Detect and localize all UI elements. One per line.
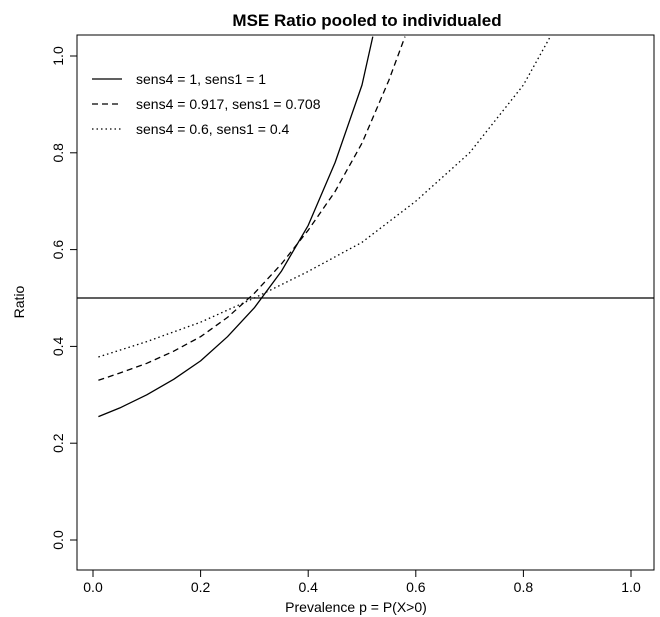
legend-label: sens4 = 0.917, sens1 = 0.708 [136, 96, 321, 112]
x-tick-label: 0.6 [406, 579, 426, 595]
series-line-dashed [98, 36, 406, 381]
x-axis: 0.0 0.2 0.4 0.6 0.8 1.0 [83, 570, 641, 595]
series-line-dotted [98, 36, 551, 358]
legend-label: sens4 = 0.6, sens1 = 0.4 [136, 121, 290, 137]
y-tick-label: 0.4 [50, 336, 66, 356]
x-tick-label: 0.4 [298, 579, 318, 595]
x-axis-label: Prevalence p = P(X>0) [285, 599, 427, 615]
x-tick-label: 1.0 [621, 579, 641, 595]
series-line-solid [98, 36, 374, 418]
x-tick-label: 0.2 [191, 579, 211, 595]
x-tick-label: 0.8 [514, 579, 534, 595]
y-tick-label: 0.2 [50, 433, 66, 453]
x-tick-label: 0.0 [83, 579, 103, 595]
legend-label: sens4 = 1, sens1 = 1 [136, 71, 266, 87]
plot-frame [76, 34, 655, 571]
y-tick-label: 0.0 [50, 530, 66, 550]
y-axis-label: Ratio [11, 285, 27, 318]
chart-title: MSE Ratio pooled to individualed [232, 11, 501, 30]
plot-area [77, 36, 654, 418]
y-tick-label: 0.8 [50, 143, 66, 163]
y-axis: 0.0 0.2 0.4 0.6 0.8 1.0 [50, 46, 77, 550]
y-tick-label: 0.6 [50, 240, 66, 260]
legend: sens4 = 1, sens1 = 1 sens4 = 0.917, sens1… [92, 71, 321, 137]
y-tick-label: 1.0 [50, 46, 66, 66]
